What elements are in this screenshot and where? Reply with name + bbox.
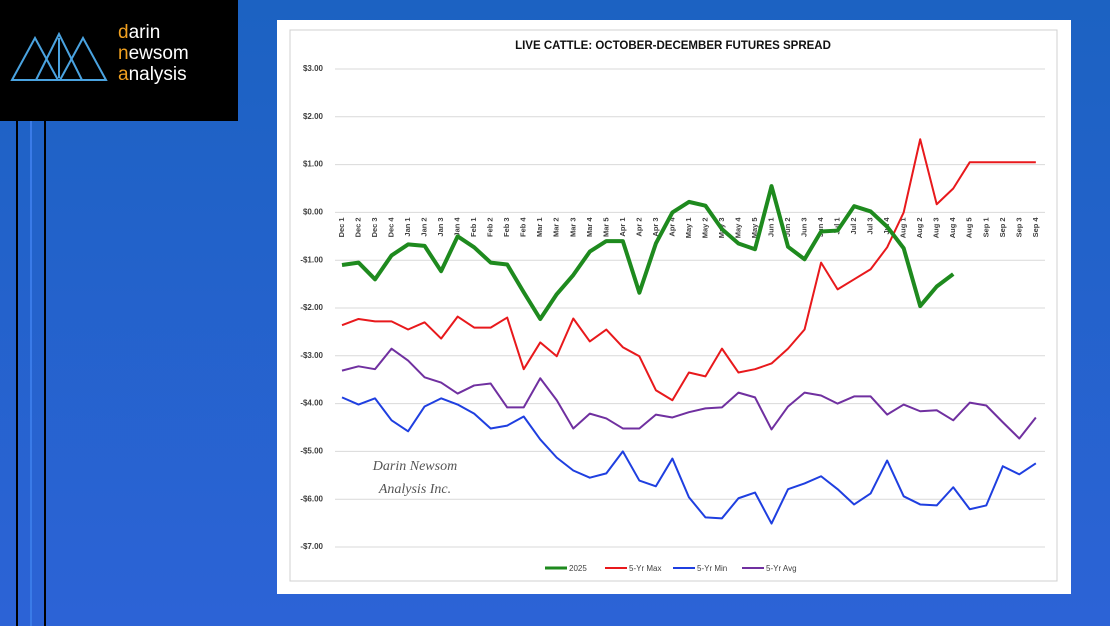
decor-line [16,121,18,626]
x-tick-label: Apr 4 [667,217,676,237]
y-tick-label: $0.00 [303,208,324,217]
x-tick-label: Sep 4 [1031,217,1040,238]
x-tick-label: Feb 2 [486,217,495,237]
x-tick-label: Jul 1 [833,217,842,234]
x-tick-label: May 2 [700,217,709,238]
series-line [341,396,1037,525]
x-tick-label: Sep 3 [1014,217,1023,237]
x-tick-label: Mar 1 [535,217,544,237]
logo-line: analysis [118,64,187,85]
x-tick-label: Aug 4 [948,217,957,239]
x-tick-label: May 4 [733,217,742,239]
x-tick-label: Aug 2 [915,217,924,238]
logo: darin newsom analysis [0,0,238,121]
y-tick-label: -$3.00 [300,351,323,360]
x-tick-label: Dec 4 [387,217,396,238]
x-tick-label: Jan 2 [420,217,429,236]
x-tick-label: May 5 [750,217,759,238]
logo-icon [10,32,108,81]
x-tick-label: Jun 4 [816,217,825,237]
y-tick-label: $2.00 [303,112,324,121]
y-tick-label: -$5.00 [300,447,323,456]
x-tick-label: Jul 3 [866,217,875,234]
x-tick-label: Mar 4 [585,217,594,237]
y-tick-label: -$1.00 [300,255,323,264]
x-tick-label: Jan 3 [436,217,445,236]
x-tick-label: Jan 4 [453,217,462,237]
x-tick-label: Feb 1 [469,217,478,237]
watermark: Analysis Inc. [378,482,451,497]
watermark: Darin Newsom [372,459,457,474]
y-tick-label: -$6.00 [300,494,323,503]
legend-label: 5-Yr Avg [766,564,797,573]
x-tick-label: Mar 2 [552,217,561,237]
x-tick-label: Dec 2 [354,217,363,237]
x-tick-label: Aug 3 [932,217,941,238]
decor-line [30,121,32,626]
x-tick-label: Apr 1 [618,217,627,236]
logo-line: darin [118,22,161,43]
x-tick-label: Sep 1 [981,217,990,237]
series-line [341,347,1037,440]
y-tick-label: -$4.00 [300,399,323,408]
x-tick-label: Jun 2 [783,217,792,237]
x-tick-label: Aug 1 [899,217,908,238]
logo-text: darin newsom analysis [118,22,189,85]
decor-line [44,121,46,626]
legend-label: 5-Yr Min [697,564,727,573]
x-tick-label: Jun 1 [767,217,776,237]
y-tick-label: $3.00 [303,64,324,73]
x-tick-label: Apr 3 [651,217,660,236]
x-tick-label: Feb 3 [502,217,511,237]
series-line [341,184,955,321]
x-tick-label: Dec 3 [370,217,379,237]
x-tick-label: Jan 1 [403,217,412,236]
x-tick-label: May 1 [684,217,693,238]
x-tick-label: Aug 5 [965,217,974,238]
series-line [341,138,1036,402]
y-tick-label: $1.00 [303,160,324,169]
chart: LIVE CATTLE: OCTOBER-DECEMBER FUTURES SP… [277,20,1071,594]
x-tick-label: Sep 2 [998,217,1007,237]
chart-border [289,29,1058,582]
legend-label: 2025 [569,564,587,573]
logo-line: newsom [118,43,189,64]
x-tick-label: Feb 4 [519,217,528,237]
x-tick-label: Mar 5 [601,217,610,237]
chart-background [277,20,1071,594]
y-tick-label: -$2.00 [300,303,323,312]
legend-label: 5-Yr Max [629,564,661,573]
x-tick-label: Jul 2 [849,217,858,234]
chart-title: LIVE CATTLE: OCTOBER-DECEMBER FUTURES SP… [515,40,831,52]
y-tick-label: -$7.00 [300,542,323,551]
x-tick-label: Mar 3 [568,217,577,237]
x-tick-label: Jun 3 [800,217,809,237]
x-tick-label: Dec 1 [337,217,346,237]
x-tick-label: Apr 2 [634,217,643,236]
